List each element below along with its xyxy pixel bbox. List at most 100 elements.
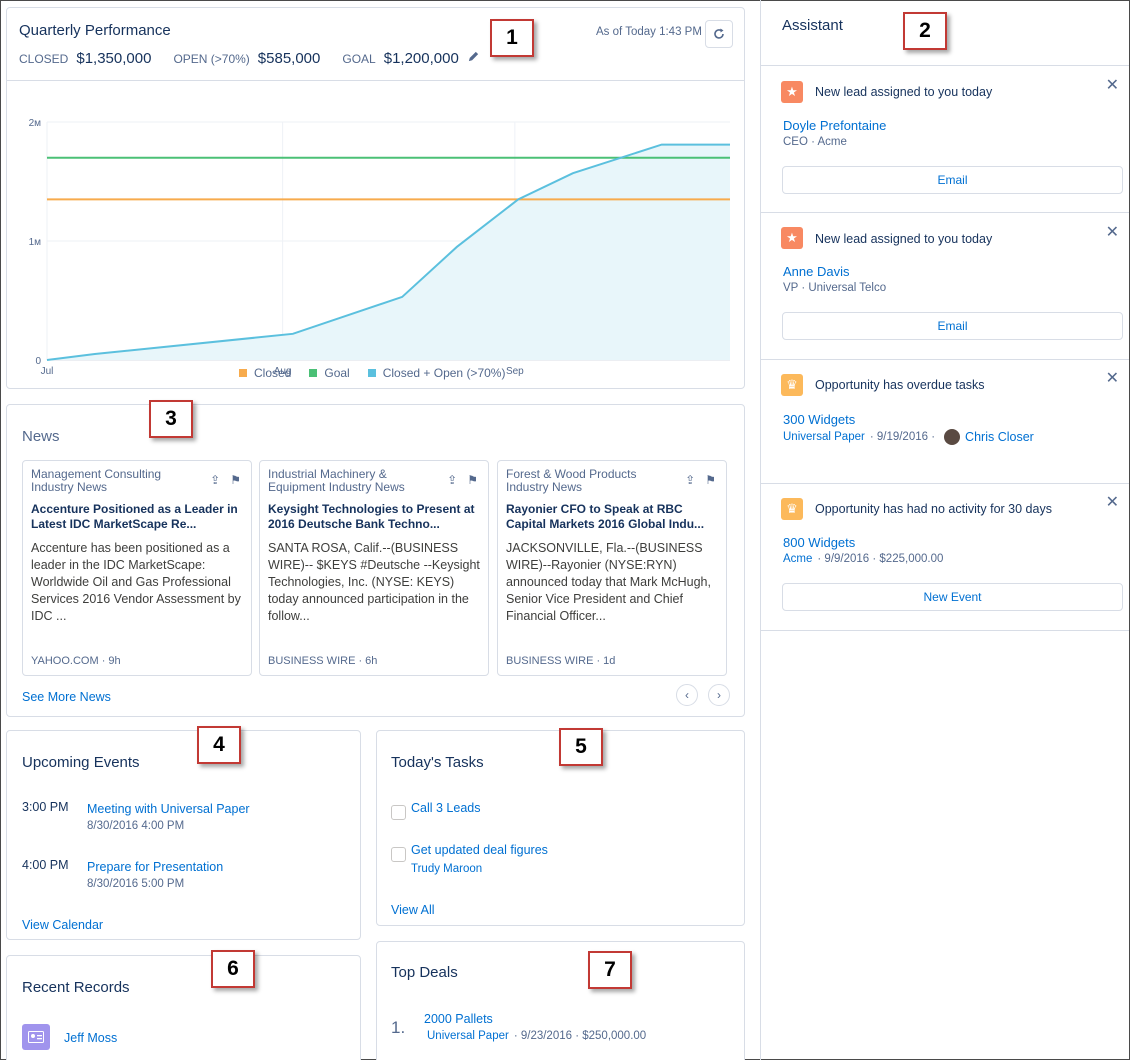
crown-icon: ♛ <box>781 374 803 396</box>
open-value: $585,000 <box>257 50 321 67</box>
task-related-link[interactable]: Trudy Maroon <box>411 863 483 875</box>
assistant-item-title: New lead assigned to you today <box>815 232 993 246</box>
record-link[interactable]: Jeff Moss <box>64 1031 118 1045</box>
news-next-button[interactable]: › <box>708 684 730 706</box>
deal-link[interactable]: 2000 Pallets <box>424 1012 493 1026</box>
deals-title: Top Deals <box>391 964 458 981</box>
opportunity-link[interactable]: 300 Widgets <box>783 412 856 427</box>
task-checkbox[interactable] <box>391 805 406 820</box>
y-tick-label: 0 <box>35 356 41 367</box>
view-all-tasks-link[interactable]: View All <box>391 903 435 917</box>
news-headline[interactable]: Accenture Positioned as a Leader in Late… <box>31 502 238 531</box>
assistant-item-title: New lead assigned to you today <box>815 85 993 99</box>
news-body: SANTA ROSA, Calif.--(BUSINESS WIRE)-- $K… <box>268 541 480 623</box>
account-link[interactable]: Universal Paper <box>783 431 865 443</box>
closed-value: $1,350,000 <box>76 50 152 67</box>
callout-6: 6 <box>211 950 255 988</box>
tasks-title: Today's Tasks <box>391 754 484 771</box>
share-icon[interactable]: ⇪ <box>685 473 696 487</box>
lead-subtitle: VP · Universal Telco <box>783 282 887 294</box>
news-headline[interactable]: Rayonier CFO to Speak at RBC Capital Mar… <box>506 502 705 531</box>
email-button[interactable]: Email <box>782 312 1123 340</box>
task-link[interactable]: Call 3 Leads <box>411 801 481 815</box>
callout-4: 4 <box>197 726 241 764</box>
task-checkbox[interactable] <box>391 847 406 862</box>
close-icon[interactable]: ✕ <box>1105 224 1119 241</box>
assistant-title: Assistant <box>782 17 843 34</box>
email-button[interactable]: Email <box>782 166 1123 194</box>
deal-details: Universal Paper · 9/23/2016 · $250,000.0… <box>427 1030 646 1042</box>
close-icon[interactable]: ✕ <box>1105 77 1119 94</box>
events-title: Upcoming Events <box>22 754 140 771</box>
chevron-right-icon: › <box>717 688 721 702</box>
task-link[interactable]: Get updated deal figures <box>411 843 548 857</box>
news-item[interactable]: Industrial Machinery & Equipment Industr… <box>259 460 489 676</box>
news-body: Accenture has been positioned as a leade… <box>31 541 241 623</box>
news-source: BUSINESS WIRE · 6h <box>268 655 378 667</box>
news-item[interactable]: Forest & Wood Products Industry News ⇪ ⚑ … <box>497 460 727 676</box>
x-tick-label: Jul <box>41 366 54 377</box>
as-of-timestamp: As of Today 1:43 PM <box>596 26 702 38</box>
opportunity-link[interactable]: 800 Widgets <box>783 535 856 550</box>
legend-item-goal: Goal <box>309 366 350 380</box>
crown-icon: ♛ <box>781 498 803 520</box>
deal-detail: · 9/23/2016 · $250,000.00 <box>513 1030 647 1042</box>
contact-icon <box>22 1024 50 1050</box>
assistant-panel: Assistant ★ New lead assigned to you tod… <box>760 0 1130 1060</box>
x-tick-label: Aug <box>274 366 292 377</box>
goal-value: $1,200,000 <box>383 50 459 67</box>
news-item[interactable]: Management Consulting Industry News ⇪ ⚑ A… <box>22 460 252 676</box>
owner-link[interactable]: Chris Closer <box>965 430 1034 444</box>
series-line-closed-open <box>46 143 730 361</box>
event-link[interactable]: Prepare for Presentation <box>87 860 224 874</box>
flag-icon[interactable]: ⚑ <box>230 473 241 487</box>
news-source: BUSINESS WIRE · 1d <box>506 655 616 667</box>
chevron-left-icon: ‹ <box>685 688 689 702</box>
callout-1: 1 <box>490 19 534 57</box>
chart-legend: Closed Goal Closed + Open (>70%) <box>239 366 505 380</box>
opportunity-details: Universal Paper · 9/19/2016 · Chris Clos… <box>783 429 1034 445</box>
y-tick-label: 2м <box>29 118 42 129</box>
edit-goal-icon[interactable] <box>467 50 481 64</box>
performance-summary: CLOSED $1,350,000 OPEN (>70%) $585,000 G… <box>19 50 481 67</box>
lead-icon: ★ <box>781 227 803 249</box>
news-body: JACKSONVILLE, Fla.--(BUSINESS WIRE)--Ray… <box>506 541 711 623</box>
news-category: Management Consulting Industry News <box>31 467 162 494</box>
opportunity-details: Acme · 9/9/2016 · $225,000.00 <box>783 553 943 565</box>
news-prev-button[interactable]: ‹ <box>676 684 698 706</box>
deal-account-link[interactable]: Universal Paper <box>427 1030 509 1042</box>
view-calendar-link[interactable]: View Calendar <box>22 918 104 932</box>
event-date: 8/30/2016 5:00 PM <box>87 878 185 890</box>
performance-chart: 0 1м 2м Jul Aug Sep <box>29 118 730 377</box>
chart-divider <box>7 80 744 81</box>
legend-item-closed: Closed <box>239 366 291 380</box>
open-label: OPEN (>70%) <box>173 52 250 66</box>
series-area-closed-open <box>47 144 730 360</box>
account-link[interactable]: Acme <box>783 553 813 565</box>
news-headline[interactable]: Keysight Technologies to Present at 2016… <box>268 502 475 531</box>
new-event-button[interactable]: New Event <box>782 583 1123 611</box>
event-time: 3:00 PM <box>22 800 69 814</box>
lead-subtitle: CEO · Acme <box>783 136 847 148</box>
refresh-icon <box>714 28 724 39</box>
close-icon[interactable]: ✕ <box>1105 370 1119 387</box>
opportunity-date: · 9/19/2016 · <box>869 431 936 443</box>
close-icon[interactable]: ✕ <box>1105 494 1119 511</box>
flag-icon[interactable]: ⚑ <box>705 473 716 487</box>
assistant-item-title: Opportunity has had no activity for 30 d… <box>815 502 1052 516</box>
refresh-button[interactable] <box>705 20 733 48</box>
share-icon[interactable]: ⇪ <box>447 473 458 487</box>
deal-rank: 1. <box>391 1018 406 1037</box>
callout-3: 3 <box>149 400 193 438</box>
share-icon[interactable]: ⇪ <box>210 473 221 487</box>
goal-label: GOAL <box>342 52 376 66</box>
see-more-news-link[interactable]: See More News <box>22 690 111 704</box>
lead-name-link[interactable]: Anne Davis <box>783 264 850 279</box>
event-link[interactable]: Meeting with Universal Paper <box>87 802 250 816</box>
flag-icon[interactable]: ⚑ <box>467 473 478 487</box>
recent-records-card: Recent Records Jeff Moss <box>6 955 361 1060</box>
lead-name-link[interactable]: Doyle Prefontaine <box>783 118 887 133</box>
event-time: 4:00 PM <box>22 858 69 872</box>
assistant-item-overdue: ♛ Opportunity has overdue tasks ✕ 300 Wi… <box>761 360 1129 484</box>
assistant-item-no-activity: ♛ Opportunity has had no activity for 30… <box>761 484 1129 631</box>
